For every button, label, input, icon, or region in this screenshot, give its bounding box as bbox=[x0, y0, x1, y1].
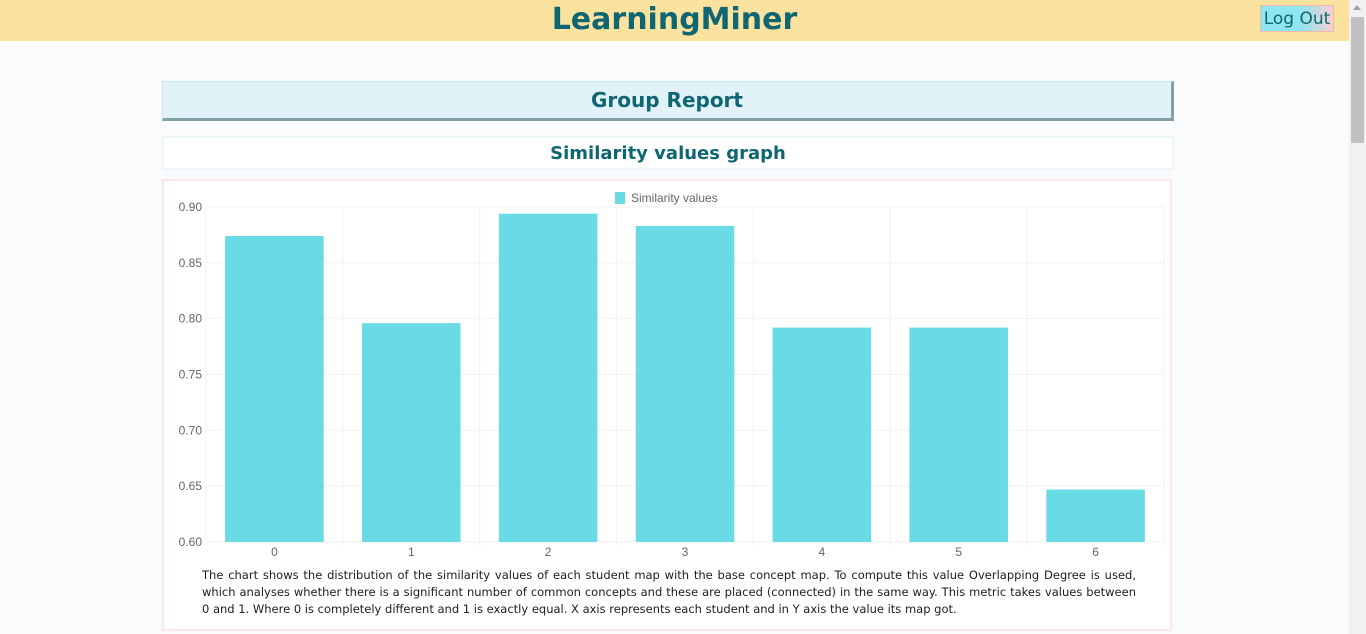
y-tick-label: 0.65 bbox=[179, 479, 203, 493]
x-tick-label: 3 bbox=[682, 545, 689, 559]
x-tick-label: 1 bbox=[408, 545, 415, 559]
y-tick-label: 0.75 bbox=[179, 368, 203, 382]
y-tick-label: 0.70 bbox=[179, 423, 203, 437]
logout-button[interactable]: Log Out bbox=[1260, 5, 1334, 32]
similarity-bar-chart: 0.90 0.85 0.80 0.75 0.70 0.65 0.60 0 1 2 3 4 5 6 Sim… bbox=[179, 191, 1165, 559]
bar-student-5[interactable] bbox=[909, 327, 1008, 542]
chart-card: 0.90 0.85 0.80 0.75 0.70 0.65 0.60 0 1 2 3 4 5 6 Sim… bbox=[162, 179, 1172, 631]
bar-student-2[interactable] bbox=[498, 213, 598, 542]
chart-description: The chart shows the distribution of the … bbox=[202, 568, 1136, 616]
section-title: Similarity values graph bbox=[162, 136, 1174, 170]
chart-legend: Similarity values bbox=[615, 191, 718, 205]
scroll-thumb[interactable] bbox=[1351, 17, 1364, 143]
bar-student-1[interactable] bbox=[362, 323, 461, 542]
legend-swatch bbox=[615, 192, 625, 204]
top-header-bar: LearningMiner Log Out bbox=[0, 0, 1349, 41]
vertical-scrollbar[interactable] bbox=[1349, 0, 1366, 634]
bar-student-0[interactable] bbox=[225, 236, 324, 542]
bar-student-6[interactable] bbox=[1046, 489, 1145, 542]
x-tick-label: 5 bbox=[955, 545, 962, 559]
app-title: LearningMiner bbox=[551, 2, 798, 37]
bar-student-4[interactable] bbox=[772, 327, 872, 542]
y-tick-label: 0.90 bbox=[179, 200, 203, 214]
x-axis-ticks: 0 1 2 3 4 5 6 bbox=[271, 545, 1099, 559]
report-title: Group Report bbox=[162, 81, 1174, 121]
x-tick-label: 6 bbox=[1092, 545, 1099, 559]
y-tick-label: 0.80 bbox=[179, 312, 203, 326]
scroll-up-arrow-icon[interactable] bbox=[1353, 5, 1361, 10]
bar-student-3[interactable] bbox=[635, 225, 735, 542]
y-axis-ticks: 0.90 0.85 0.80 0.75 0.70 0.65 0.60 bbox=[179, 200, 203, 549]
y-tick-label: 0.85 bbox=[179, 256, 203, 270]
y-tick-label: 0.60 bbox=[179, 535, 203, 549]
chart-bars bbox=[225, 213, 1145, 542]
x-tick-label: 4 bbox=[819, 545, 826, 559]
x-tick-label: 0 bbox=[271, 545, 278, 559]
legend-label: Similarity values bbox=[631, 191, 718, 205]
x-tick-label: 2 bbox=[545, 545, 552, 559]
